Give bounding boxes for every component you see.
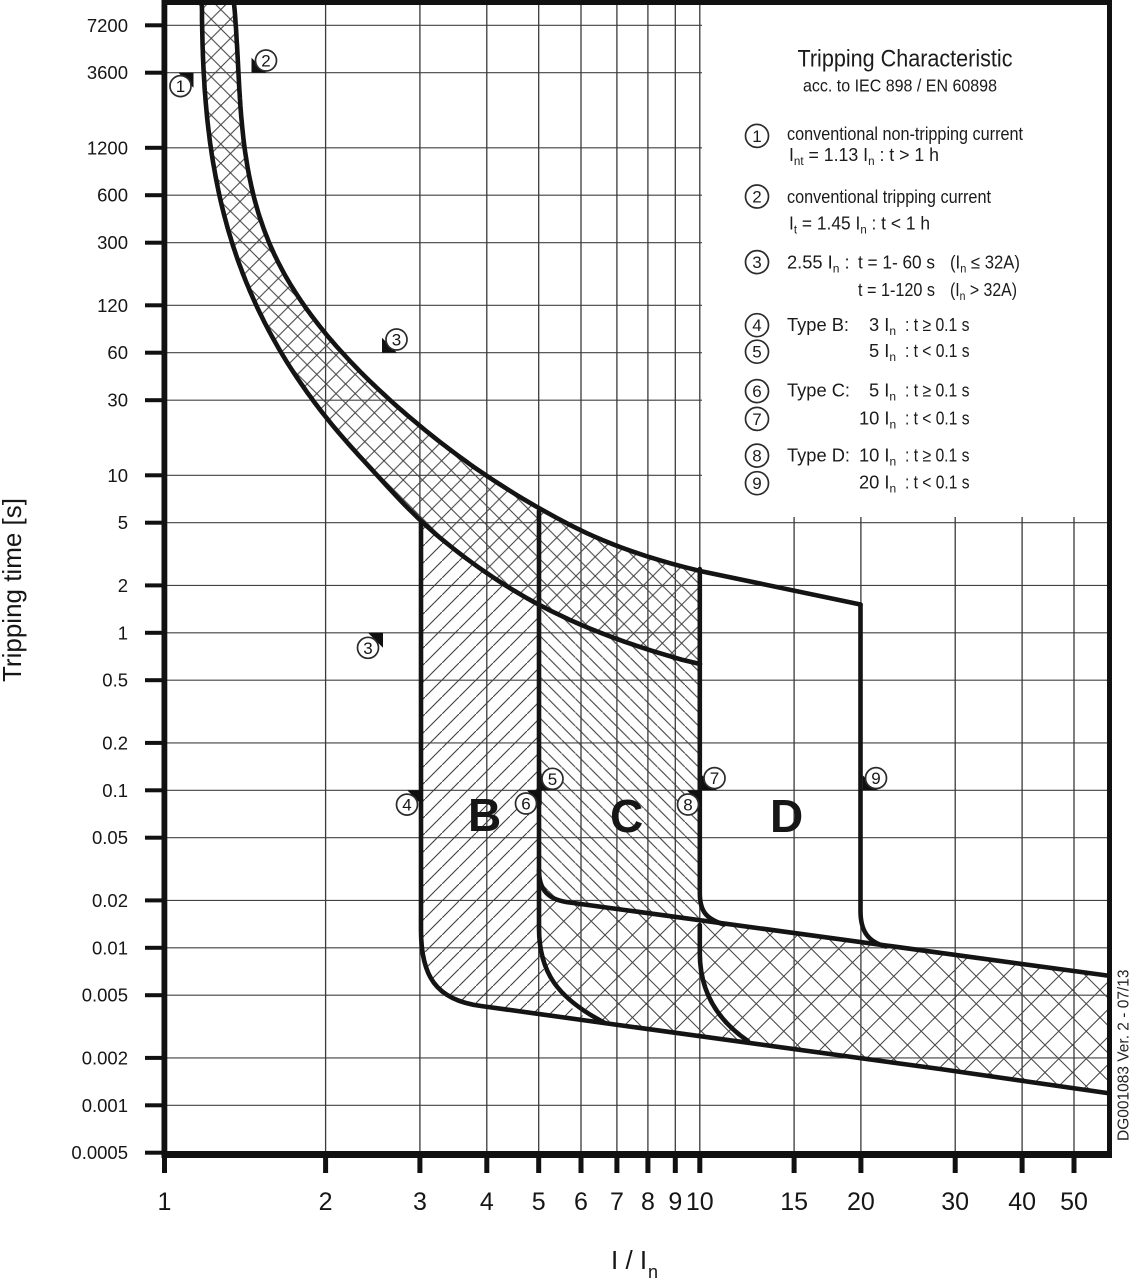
svg-text:: t ≥ 0.1 s: : t ≥ 0.1 s [905,445,970,466]
svg-text:0.005: 0.005 [82,985,128,1006]
svg-text:: t ≥ 0.1 s: : t ≥ 0.1 s [905,314,970,335]
svg-text:: t ≥ 0.1 s: : t ≥ 0.1 s [905,380,970,401]
svg-text:: t < 0.1 s: : t < 0.1 s [905,340,970,361]
svg-text:0.0005: 0.0005 [71,1142,128,1163]
svg-text:0.002: 0.002 [82,1047,128,1068]
svg-text:4: 4 [752,316,761,335]
svg-text:DG001083 Ver. 2 - 07/13: DG001083 Ver. 2 - 07/13 [1116,970,1130,1141]
svg-text:7: 7 [610,1188,624,1216]
svg-text:8: 8 [752,447,761,466]
svg-text:conventional non-tripping curr: conventional non-tripping current [787,123,1023,144]
svg-text:conventional tripping current: conventional tripping current [787,186,991,207]
svg-text:5: 5 [118,512,128,533]
svg-text:0.1: 0.1 [102,780,128,801]
svg-text:(In > 32A): (In > 32A) [950,279,1017,303]
svg-text:0.2: 0.2 [102,732,128,753]
svg-text:2: 2 [319,1188,333,1216]
svg-text:6: 6 [521,795,530,814]
svg-text:8: 8 [683,796,692,815]
svg-text:B: B [468,789,501,841]
svg-text:50: 50 [1060,1188,1088,1216]
svg-text:15: 15 [780,1188,808,1216]
svg-text:I / I: I / I [611,1245,647,1275]
svg-text:5: 5 [752,343,761,362]
svg-text:1: 1 [752,127,761,146]
svg-text:Type B:: Type B: [787,314,849,335]
svg-text:600: 600 [97,185,128,206]
svg-text:Tripping Characteristic: Tripping Characteristic [798,46,1013,73]
svg-text:Int = 1.13 In : t > 1 h: Int = 1.13 In : t > 1 h [789,144,939,168]
svg-text:0.02: 0.02 [92,890,128,911]
svg-text:3600: 3600 [87,62,128,83]
svg-text:5: 5 [548,770,557,789]
svg-text:20: 20 [847,1188,875,1216]
svg-text:0.001: 0.001 [82,1095,128,1116]
svg-text:: t < 0.1 s: : t < 0.1 s [905,471,970,492]
svg-text:3: 3 [392,331,401,350]
svg-text:10: 10 [107,465,128,486]
svg-text:Type C:: Type C: [787,380,850,401]
svg-text:2.55 In :: 2.55 In : [787,252,850,276]
svg-text:30: 30 [107,390,128,411]
svg-text:4: 4 [402,796,411,815]
svg-text:0.05: 0.05 [92,827,128,848]
svg-text:6: 6 [752,382,761,401]
svg-text:120: 120 [97,295,128,316]
svg-text:6: 6 [574,1188,588,1216]
svg-text:7: 7 [710,769,719,788]
svg-text:9: 9 [668,1188,682,1216]
svg-text:1: 1 [176,77,185,96]
svg-text:300: 300 [97,232,128,253]
svg-text:7200: 7200 [87,15,128,36]
svg-text:1: 1 [118,622,128,643]
svg-text:7: 7 [752,410,761,429]
svg-text:8: 8 [641,1188,655,1216]
svg-text:acc. to IEC 898 / EN 60898: acc. to IEC 898 / EN 60898 [803,76,997,96]
svg-text:30: 30 [941,1188,969,1216]
svg-text:1200: 1200 [87,137,128,158]
svg-text:: t < 0.1 s: : t < 0.1 s [905,408,970,429]
svg-text:Type D:: Type D: [787,445,850,466]
svg-text:1: 1 [158,1188,172,1216]
svg-text:C: C [610,790,643,842]
svg-text:2: 2 [118,575,128,596]
svg-text:10: 10 [686,1188,714,1216]
svg-text:9: 9 [752,474,761,493]
svg-text:2: 2 [752,188,761,207]
svg-text:It = 1.45 In : t < 1 h: It = 1.45 In : t < 1 h [789,213,930,237]
svg-text:2: 2 [261,52,270,71]
svg-text:Tripping time [s]: Tripping time [s] [0,498,27,682]
svg-text:3: 3 [413,1188,427,1216]
svg-text:3: 3 [752,253,761,272]
svg-text:t = 1- 60 s: t = 1- 60 s [858,252,935,273]
svg-text:D: D [770,790,803,842]
svg-text:5: 5 [532,1188,546,1216]
svg-text:0.5: 0.5 [102,670,128,691]
svg-text:3: 3 [363,639,372,658]
svg-text:60: 60 [107,342,128,363]
svg-text:4: 4 [480,1188,494,1216]
svg-text:t = 1-120 s: t = 1-120 s [858,279,935,300]
svg-text:40: 40 [1008,1188,1036,1216]
svg-text:n: n [648,1262,658,1280]
svg-text:0.01: 0.01 [92,937,128,958]
svg-text:9: 9 [871,769,880,788]
